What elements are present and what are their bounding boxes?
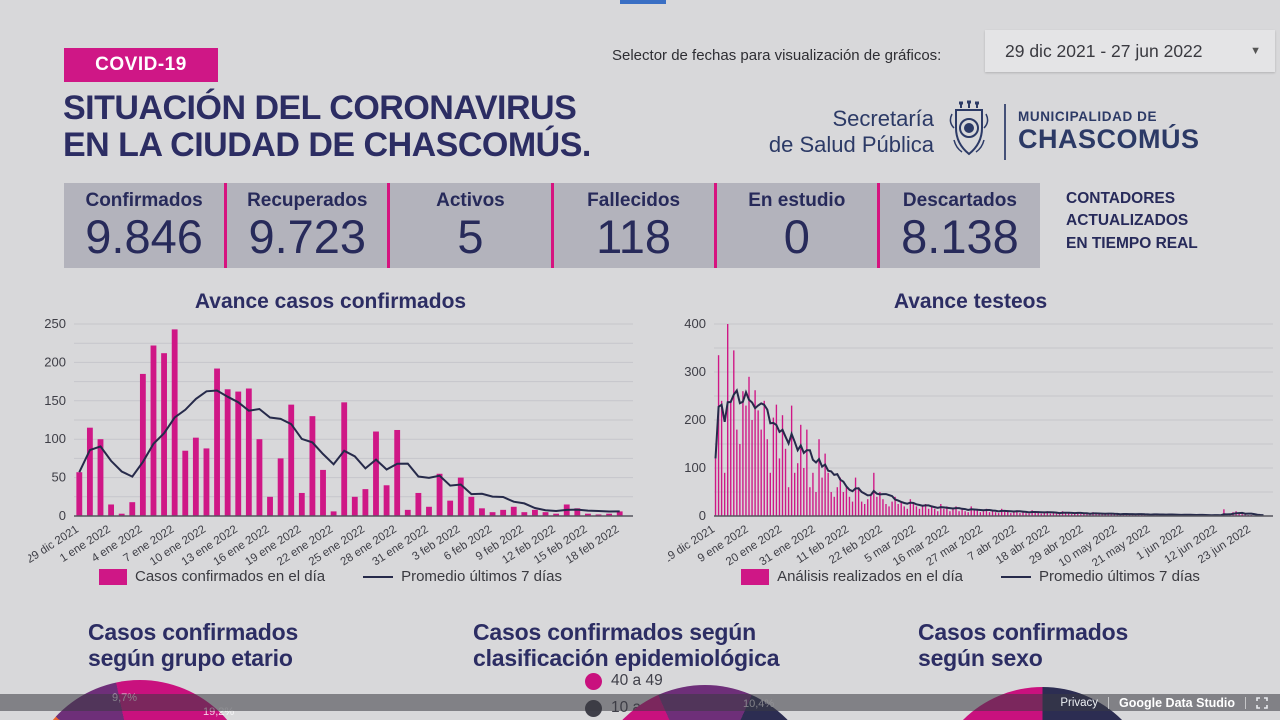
svg-text:200: 200 [684, 412, 706, 427]
counter-value: 8.138 [901, 210, 1019, 263]
confirmed-cases-chart-title: Avance casos confirmados [194, 290, 467, 313]
counter-label: En estudio [748, 190, 846, 211]
svg-text:0: 0 [59, 508, 66, 523]
svg-text:100: 100 [684, 460, 706, 475]
google-data-studio-logo: Google Data Studio [1119, 695, 1235, 710]
counter-value: 9.723 [248, 210, 367, 263]
logo-divider [1004, 103, 1006, 160]
municipality-name: MUNICIPALIDAD DE CHASCOMÚS [1018, 108, 1200, 154]
chevron-down-icon: ▼ [1250, 45, 1261, 57]
bar-legend-swatch [98, 568, 127, 585]
date-selector-label: Selector de fechas para visualización de… [612, 47, 942, 64]
counter-recuperados: Recuperados 9.723 [227, 183, 387, 268]
confirmed-cases-chart-box: Avance casos confirmados 0 50 100 150 200 250… [28, 290, 633, 585]
counter-label: Confirmados [85, 190, 203, 211]
legend-item-40a49[interactable]: 40 a 49 [585, 672, 663, 690]
counter-divider [713, 183, 717, 268]
covid19-badge: COVID-19 [64, 48, 218, 82]
pie-sex-title: Casos confirmados según sexo [918, 619, 1129, 671]
tests-chart-title: Avance testeos [893, 290, 1048, 313]
svg-text:100: 100 [44, 431, 66, 446]
page-title-line2: EN LA CIUDAD DE CHASCOMÚS. [63, 126, 591, 165]
page-title: SITUACIÓN DEL CORONAVIRUS EN LA CIUDAD D… [63, 89, 591, 165]
legend-label: 40 a 49 [611, 672, 663, 689]
counter-descartados: Descartados 8.138 [880, 183, 1040, 268]
line-legend-label: Promedio últimos 7 días [401, 568, 562, 585]
tests-legend: Análisis realizados en el día Promedio ú… [668, 568, 1273, 585]
line-legend-swatch [363, 575, 394, 578]
counter-en-estudio: En estudio 0 [717, 183, 877, 268]
pie-epidemiology-title: Casos confirmados según clasificación epi… [473, 619, 780, 671]
svg-text:150: 150 [44, 393, 66, 408]
top-scroll-indicator [620, 0, 666, 4]
legend-dot-pink [585, 672, 602, 690]
counter-label: Fallecidos [587, 190, 681, 211]
counter-value: 9.846 [85, 210, 203, 263]
svg-text:50: 50 [52, 470, 66, 485]
fullscreen-icon[interactable] [1256, 696, 1268, 709]
counter-value: 118 [596, 210, 672, 263]
counter-value: 5 [457, 210, 484, 263]
bar-legend-label: Análisis realizados en el día [777, 568, 964, 585]
pie-age-title: Casos confirmados según grupo etario [88, 619, 299, 671]
line-legend-swatch [1001, 575, 1032, 578]
line-legend-label: Promedio últimos 7 días [1039, 568, 1200, 585]
svg-text:0: 0 [699, 508, 706, 523]
confirmed-cases-legend: Casos confirmados en el día Promedio últ… [28, 568, 633, 585]
counter-label: Recuperados [247, 190, 368, 211]
counters-note: CONTADORES ACTUALIZADOS EN TIEMPO REAL [1066, 190, 1198, 252]
counter-label: Descartados [902, 190, 1017, 211]
svg-text:250: 250 [44, 316, 66, 331]
date-range-dropdown[interactable]: 29 dic 2021 - 27 jun 2022 ▼ [985, 30, 1275, 72]
secretaria-label: Secretaría de Salud Pública [768, 106, 934, 157]
footer-divider [1245, 696, 1246, 709]
counter-divider [550, 183, 554, 268]
svg-text:400: 400 [684, 316, 706, 331]
privacy-link[interactable]: Privacy [1060, 696, 1099, 709]
municipality-logo: Secretaría de Salud Pública MUNICIPALIDA… [748, 100, 1200, 163]
tests-chart-box: Avance testeos 0 100 200 300 400 29 dic 2021 9… [668, 290, 1273, 585]
counter-fallecidos: Fallecidos 118 [554, 183, 714, 268]
crest-icon [946, 100, 992, 163]
counter-activos: Activos 5 [390, 183, 550, 268]
counter-divider [876, 183, 880, 268]
counters-bar: Confirmados 9.846 Recuperados 9.723 Activos 5… [64, 183, 1040, 268]
counter-label: Activos [436, 190, 505, 211]
svg-text:300: 300 [684, 364, 706, 379]
bar-legend-label: Casos confirmados en el día [134, 568, 326, 585]
counter-confirmados: Confirmados 9.846 [64, 183, 224, 268]
page-title-line1: SITUACIÓN DEL CORONAVIRUS [63, 89, 577, 127]
footer-divider [1108, 696, 1110, 709]
date-range-value: 29 dic 2021 - 27 jun 2022 [1005, 40, 1203, 61]
counter-divider [224, 183, 228, 268]
embed-footer-bar: Privacy Google Data Studio [0, 694, 1280, 711]
svg-text:200: 200 [44, 354, 66, 369]
bar-legend-swatch [741, 568, 770, 585]
counter-divider [387, 183, 391, 268]
counter-value: 0 [783, 210, 810, 263]
